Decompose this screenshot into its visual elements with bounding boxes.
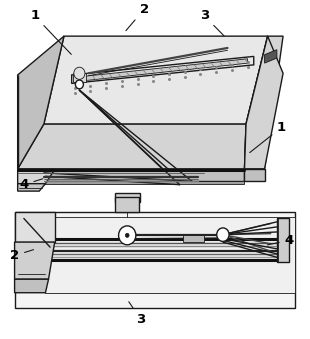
Polygon shape [245, 36, 283, 169]
Polygon shape [15, 212, 55, 242]
Polygon shape [18, 124, 246, 169]
Text: 1: 1 [250, 121, 286, 153]
Polygon shape [115, 193, 140, 202]
Polygon shape [18, 36, 64, 169]
Circle shape [217, 228, 229, 241]
Polygon shape [245, 36, 283, 169]
Polygon shape [277, 218, 289, 262]
Text: 2: 2 [126, 3, 149, 31]
Circle shape [125, 233, 129, 237]
Polygon shape [116, 197, 139, 212]
Polygon shape [46, 217, 295, 293]
Polygon shape [81, 59, 248, 81]
Polygon shape [15, 212, 295, 308]
Circle shape [119, 226, 136, 245]
Text: 1: 1 [30, 9, 71, 54]
Circle shape [74, 67, 85, 79]
Text: 3: 3 [129, 302, 146, 326]
Polygon shape [15, 279, 49, 293]
Polygon shape [72, 56, 254, 83]
Polygon shape [18, 170, 55, 184]
Text: 3: 3 [200, 9, 224, 36]
Circle shape [75, 80, 83, 89]
Text: 2: 2 [10, 249, 33, 262]
Polygon shape [18, 169, 245, 181]
Polygon shape [73, 73, 86, 82]
Polygon shape [18, 184, 46, 191]
Polygon shape [44, 36, 268, 124]
Polygon shape [18, 181, 245, 184]
Polygon shape [264, 49, 277, 63]
Text: 4: 4 [19, 178, 43, 191]
Polygon shape [245, 169, 264, 181]
Polygon shape [15, 242, 55, 279]
Text: 4: 4 [267, 234, 294, 247]
Polygon shape [183, 235, 204, 242]
